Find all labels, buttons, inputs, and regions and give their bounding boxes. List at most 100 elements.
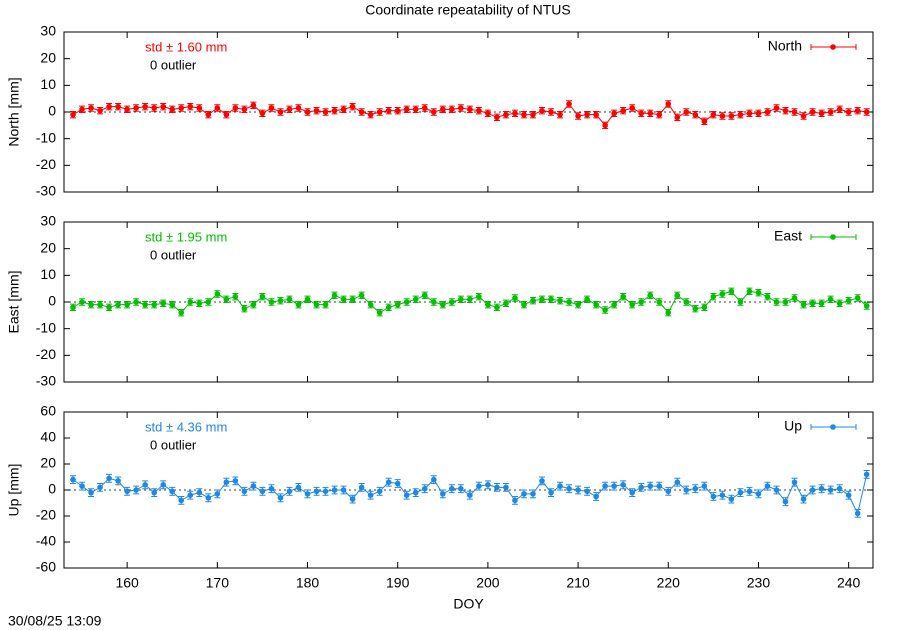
x-tick-label: 180 [296,575,320,591]
point [385,304,392,311]
y-tick-label: -30 [36,183,56,199]
point [214,491,221,497]
point [674,114,681,121]
point [178,497,185,504]
point [187,103,194,110]
point [277,297,284,304]
point [268,485,275,492]
y-tick-label: 20 [40,239,56,255]
point [782,107,789,114]
point [863,109,870,115]
point [79,106,85,113]
point [394,107,401,114]
point [683,109,690,115]
point [250,483,257,489]
point [701,483,708,489]
point [737,299,744,305]
point [602,122,608,129]
point [376,309,383,316]
point [322,109,329,115]
point [322,488,329,495]
point [241,488,248,495]
point [692,485,699,492]
point [512,110,518,117]
point [412,106,419,113]
point [773,299,780,305]
point [863,303,870,309]
point [449,485,455,492]
y-tick-label: -40 [36,533,56,549]
point [187,492,194,499]
point [449,106,455,113]
point [647,110,654,117]
point [430,299,437,305]
point [142,103,148,110]
point [773,487,780,493]
point [683,299,690,305]
point [295,301,302,308]
point [232,478,239,484]
point [593,301,599,308]
y-tick-label: 0 [48,481,56,497]
point [584,111,590,118]
point [629,489,635,496]
point [611,110,617,117]
point [647,483,654,489]
outlier-annotation: 0 outlier [150,57,197,72]
point [178,105,185,111]
point [79,483,85,489]
x-tick-label: 240 [837,575,861,591]
point [88,301,94,308]
point [331,292,338,299]
point [295,105,302,111]
point [196,300,203,307]
point [412,489,419,496]
y-axis-label: North [mm] [6,77,22,146]
point [665,309,672,316]
point [449,299,455,305]
point [295,484,302,491]
point [692,305,699,312]
point [169,301,176,308]
point [241,106,248,113]
y-tick-label: 20 [40,455,56,471]
point [503,111,509,118]
point [403,492,410,499]
y-tick-label: -10 [36,319,56,335]
point [286,106,293,113]
point [367,492,374,499]
point [313,301,320,308]
point [439,106,446,113]
legend-marker [830,234,836,240]
point [566,101,572,107]
point [710,293,717,300]
point [322,301,329,308]
y-axis-label: East [mm] [6,270,22,333]
y-tick-label: 10 [40,266,56,282]
point [358,109,365,115]
point [178,309,185,316]
point [719,492,726,499]
point [647,292,654,299]
point [458,296,464,303]
point [467,492,473,499]
point [593,111,599,118]
point [250,301,257,308]
point [494,484,500,491]
point [791,295,798,301]
point [403,106,410,113]
point [88,105,94,111]
point [367,111,374,118]
outlier-annotation: 0 outlier [150,247,197,262]
point [728,288,735,295]
point [142,301,148,308]
point [557,483,563,489]
point [845,492,852,499]
point [133,105,139,111]
point [349,296,356,303]
point [827,296,834,303]
legend-marker [830,44,836,50]
x-axis-label: DOY [453,596,484,612]
y-tick-label: -20 [36,507,56,523]
